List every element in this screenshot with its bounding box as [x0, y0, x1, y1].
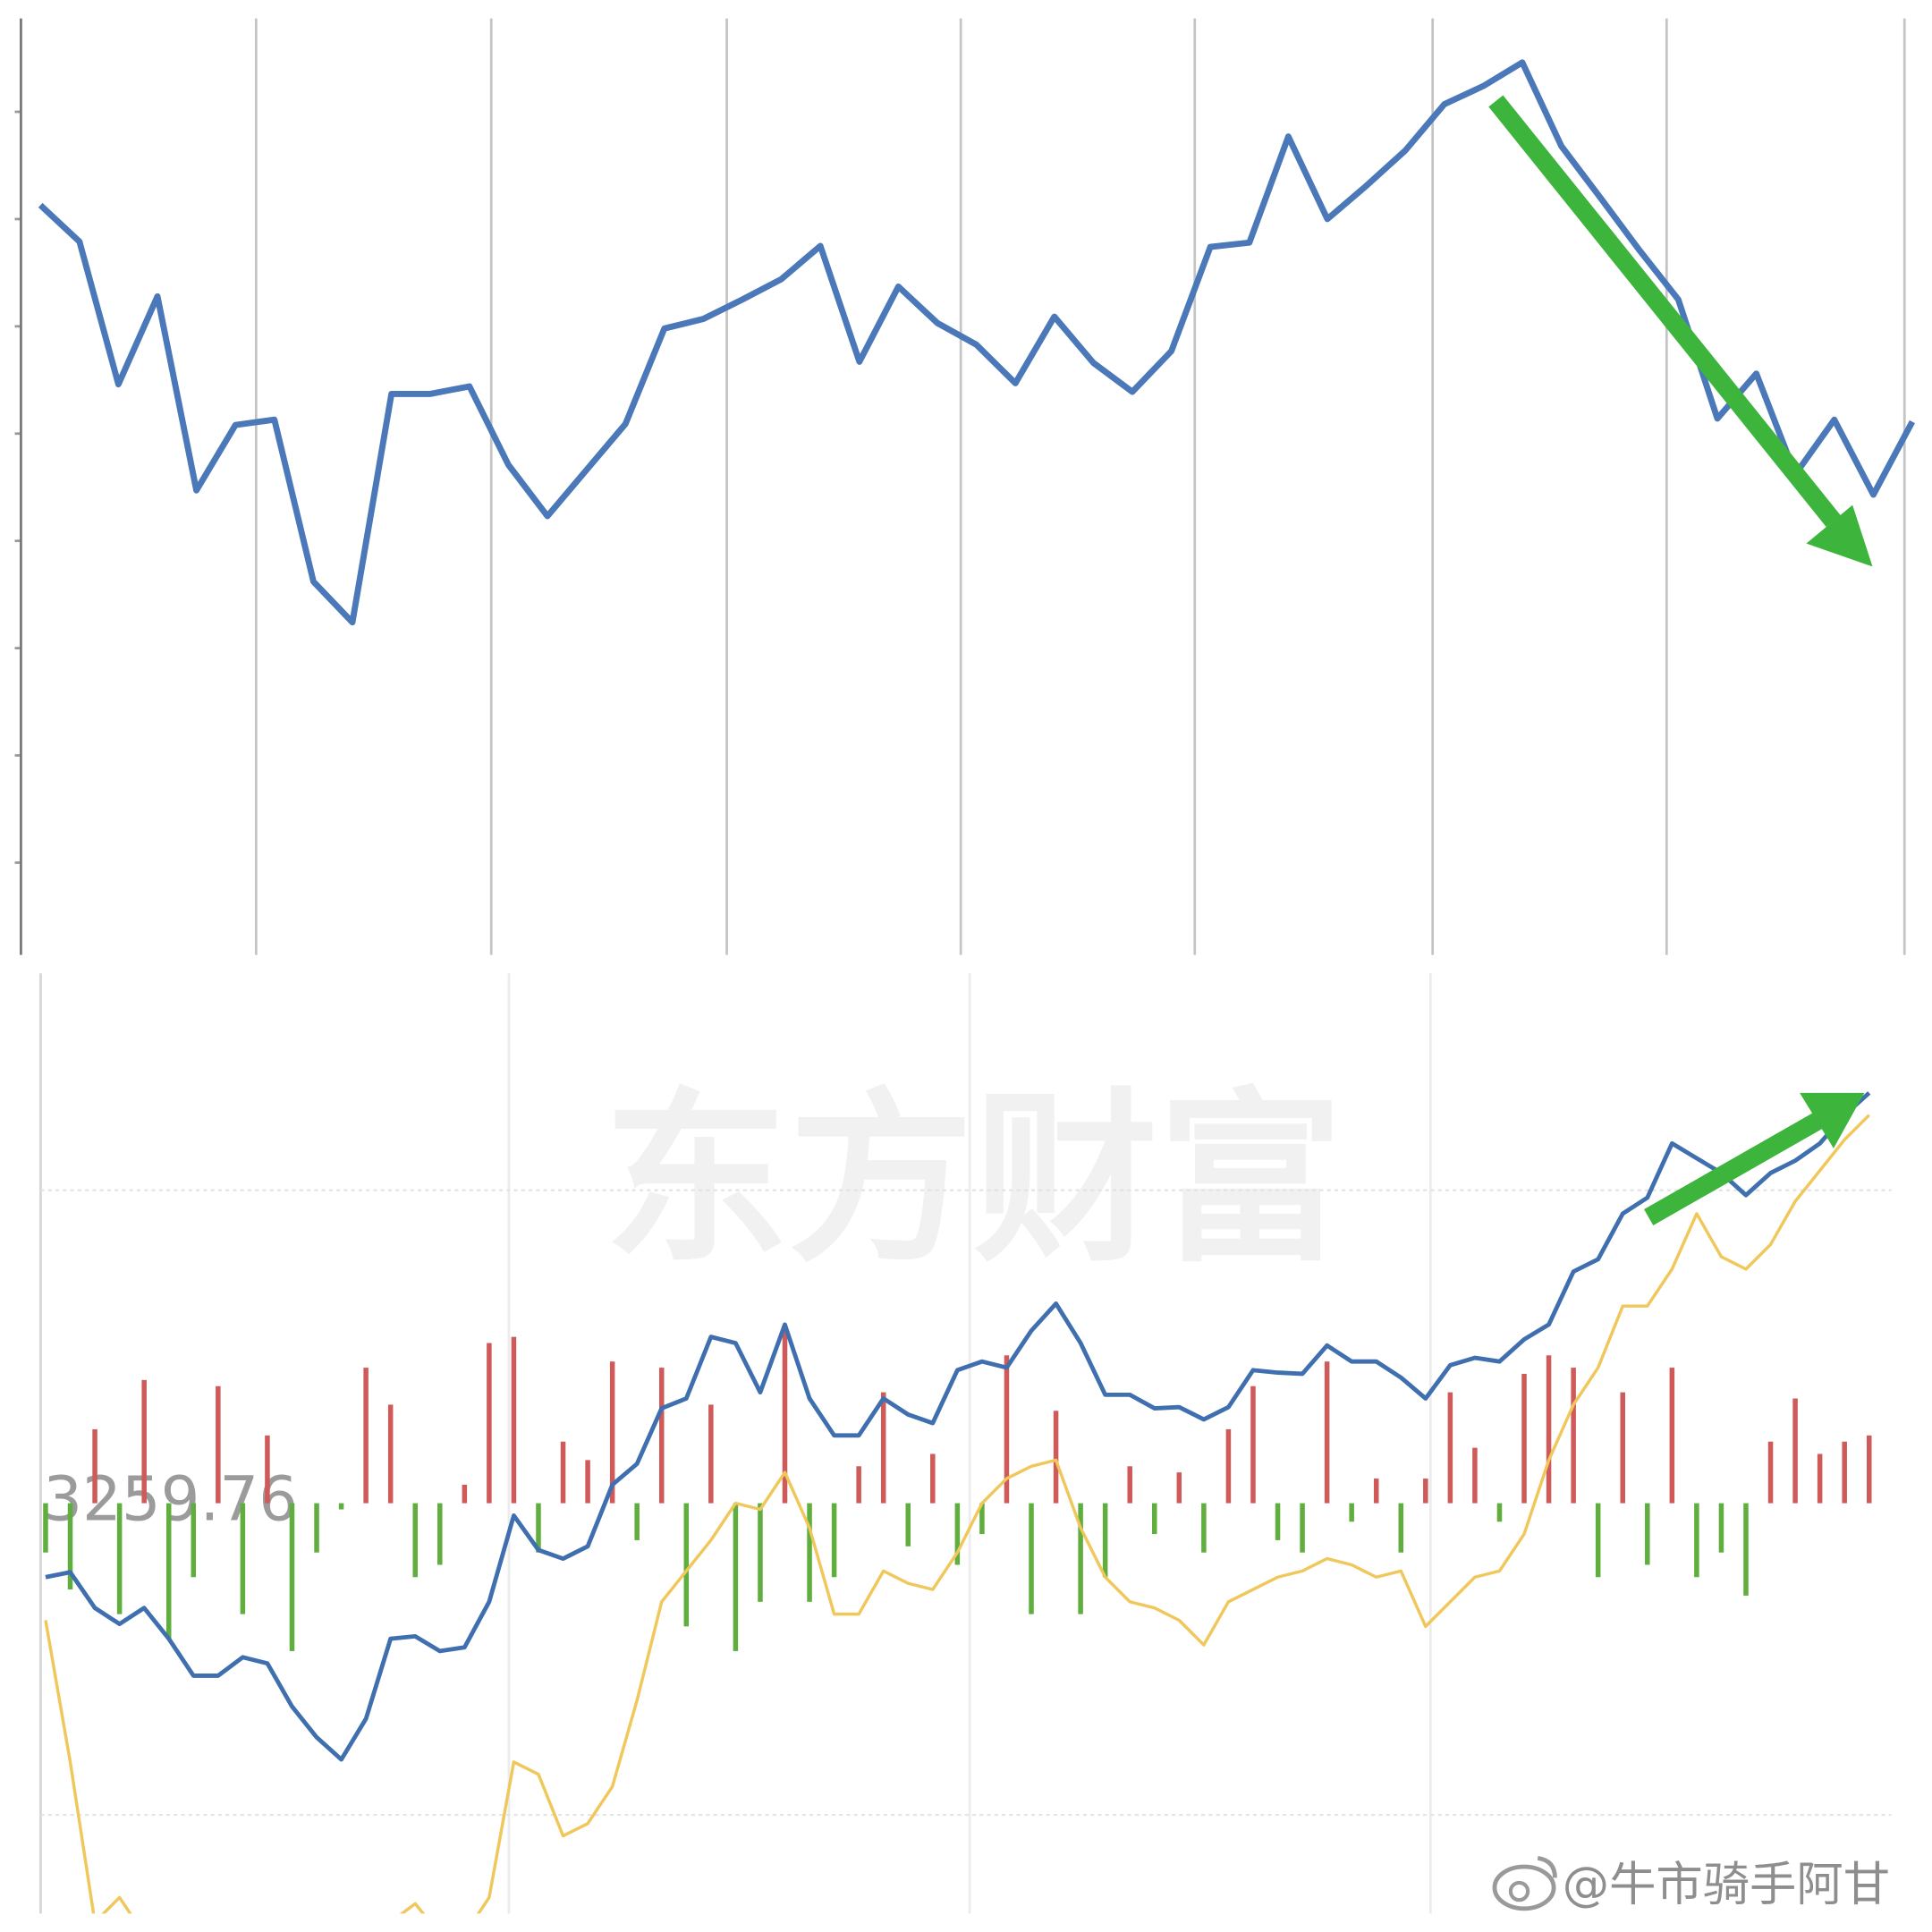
- bar: [683, 1503, 690, 1627]
- arrow-head: [1806, 504, 1873, 567]
- bar: [1004, 1355, 1010, 1504]
- bar: [67, 1503, 73, 1590]
- logo-eye: [1508, 1880, 1530, 1902]
- bar: [1718, 1503, 1724, 1553]
- bar: [930, 1453, 936, 1504]
- arrow-shaft: [1488, 95, 1841, 528]
- bar: [1645, 1503, 1650, 1565]
- bar: [1349, 1503, 1354, 1522]
- bar: [1842, 1441, 1847, 1504]
- bar: [708, 1404, 714, 1504]
- bar: [462, 1484, 468, 1504]
- bar: [116, 1503, 123, 1614]
- top-chart: [14, 18, 1915, 955]
- bar: [1767, 1441, 1774, 1504]
- bar: [954, 1503, 961, 1565]
- bar: [314, 1503, 319, 1553]
- bar: [191, 1503, 197, 1578]
- bar: [1250, 1385, 1256, 1504]
- bar: [265, 1435, 270, 1504]
- bar: [511, 1336, 517, 1504]
- bar: [92, 1428, 97, 1504]
- bar: [1866, 1435, 1872, 1504]
- bar: [658, 1368, 665, 1504]
- bar: [782, 1330, 788, 1504]
- bar: [1300, 1503, 1305, 1553]
- data-line: [45, 1091, 1871, 1762]
- bar: [1496, 1503, 1503, 1522]
- bar: [979, 1503, 985, 1535]
- logo-wave: [1537, 1855, 1557, 1878]
- bar: [1423, 1479, 1428, 1504]
- bar: [216, 1385, 221, 1504]
- bar: [1225, 1428, 1232, 1504]
- bar: [1201, 1503, 1207, 1553]
- weibo-logo: [1492, 1855, 1557, 1911]
- bar: [807, 1503, 812, 1602]
- bar: [1521, 1373, 1527, 1504]
- bar: [1127, 1466, 1132, 1504]
- bar: [1817, 1453, 1823, 1504]
- bar: [1669, 1368, 1675, 1504]
- bar: [240, 1503, 246, 1614]
- trend-arrow-up: [1644, 1092, 1865, 1225]
- bar: [1053, 1411, 1059, 1504]
- bar: [1152, 1503, 1157, 1535]
- bar: [831, 1503, 837, 1578]
- bar: [856, 1466, 861, 1504]
- bar: [585, 1460, 590, 1504]
- bar: [560, 1441, 566, 1504]
- bar: [338, 1503, 344, 1510]
- trend-arrow-down: [1488, 95, 1873, 567]
- bar: [1324, 1361, 1330, 1504]
- bar: [733, 1503, 739, 1651]
- bar: [43, 1503, 48, 1553]
- bar: [1275, 1503, 1281, 1540]
- bar: [165, 1503, 172, 1640]
- watermark: 东方财富: [604, 1072, 1343, 1287]
- bottom-chart: 东方财富 3259.76: [39, 973, 1892, 1914]
- bar: [905, 1503, 911, 1546]
- bar: [1447, 1392, 1453, 1504]
- bar: [1595, 1503, 1601, 1578]
- bar: [1398, 1503, 1404, 1553]
- bar: [1571, 1368, 1576, 1504]
- bar: [1373, 1479, 1379, 1504]
- bar: [758, 1503, 763, 1602]
- bar: [1102, 1503, 1108, 1578]
- data-line: [38, 59, 1915, 626]
- arrow-head: [1800, 1092, 1865, 1148]
- bar: [1743, 1503, 1749, 1596]
- data-line: [44, 1114, 1870, 1914]
- bar: [880, 1392, 886, 1504]
- bar: [387, 1404, 394, 1504]
- bar: [1792, 1398, 1798, 1504]
- bar: [437, 1503, 443, 1565]
- bar: [1472, 1447, 1478, 1504]
- bar: [363, 1368, 369, 1504]
- bar: [487, 1343, 492, 1504]
- bar: [141, 1379, 147, 1504]
- overlay: @牛市骑手阿甘: [1488, 95, 1890, 1911]
- bar: [1176, 1472, 1182, 1504]
- credit: @牛市骑手阿甘: [1563, 1857, 1890, 1911]
- bar: [536, 1503, 541, 1553]
- bar: [1620, 1392, 1625, 1504]
- bar: [1029, 1503, 1034, 1614]
- arrow-shaft: [1644, 1110, 1826, 1225]
- logo-body: [1492, 1864, 1556, 1911]
- bar: [1546, 1355, 1552, 1504]
- bar: [634, 1503, 640, 1540]
- bar: [412, 1503, 418, 1578]
- bar: [1078, 1503, 1083, 1614]
- bar: [609, 1361, 615, 1504]
- bar: [1694, 1503, 1699, 1578]
- bar: [289, 1503, 295, 1651]
